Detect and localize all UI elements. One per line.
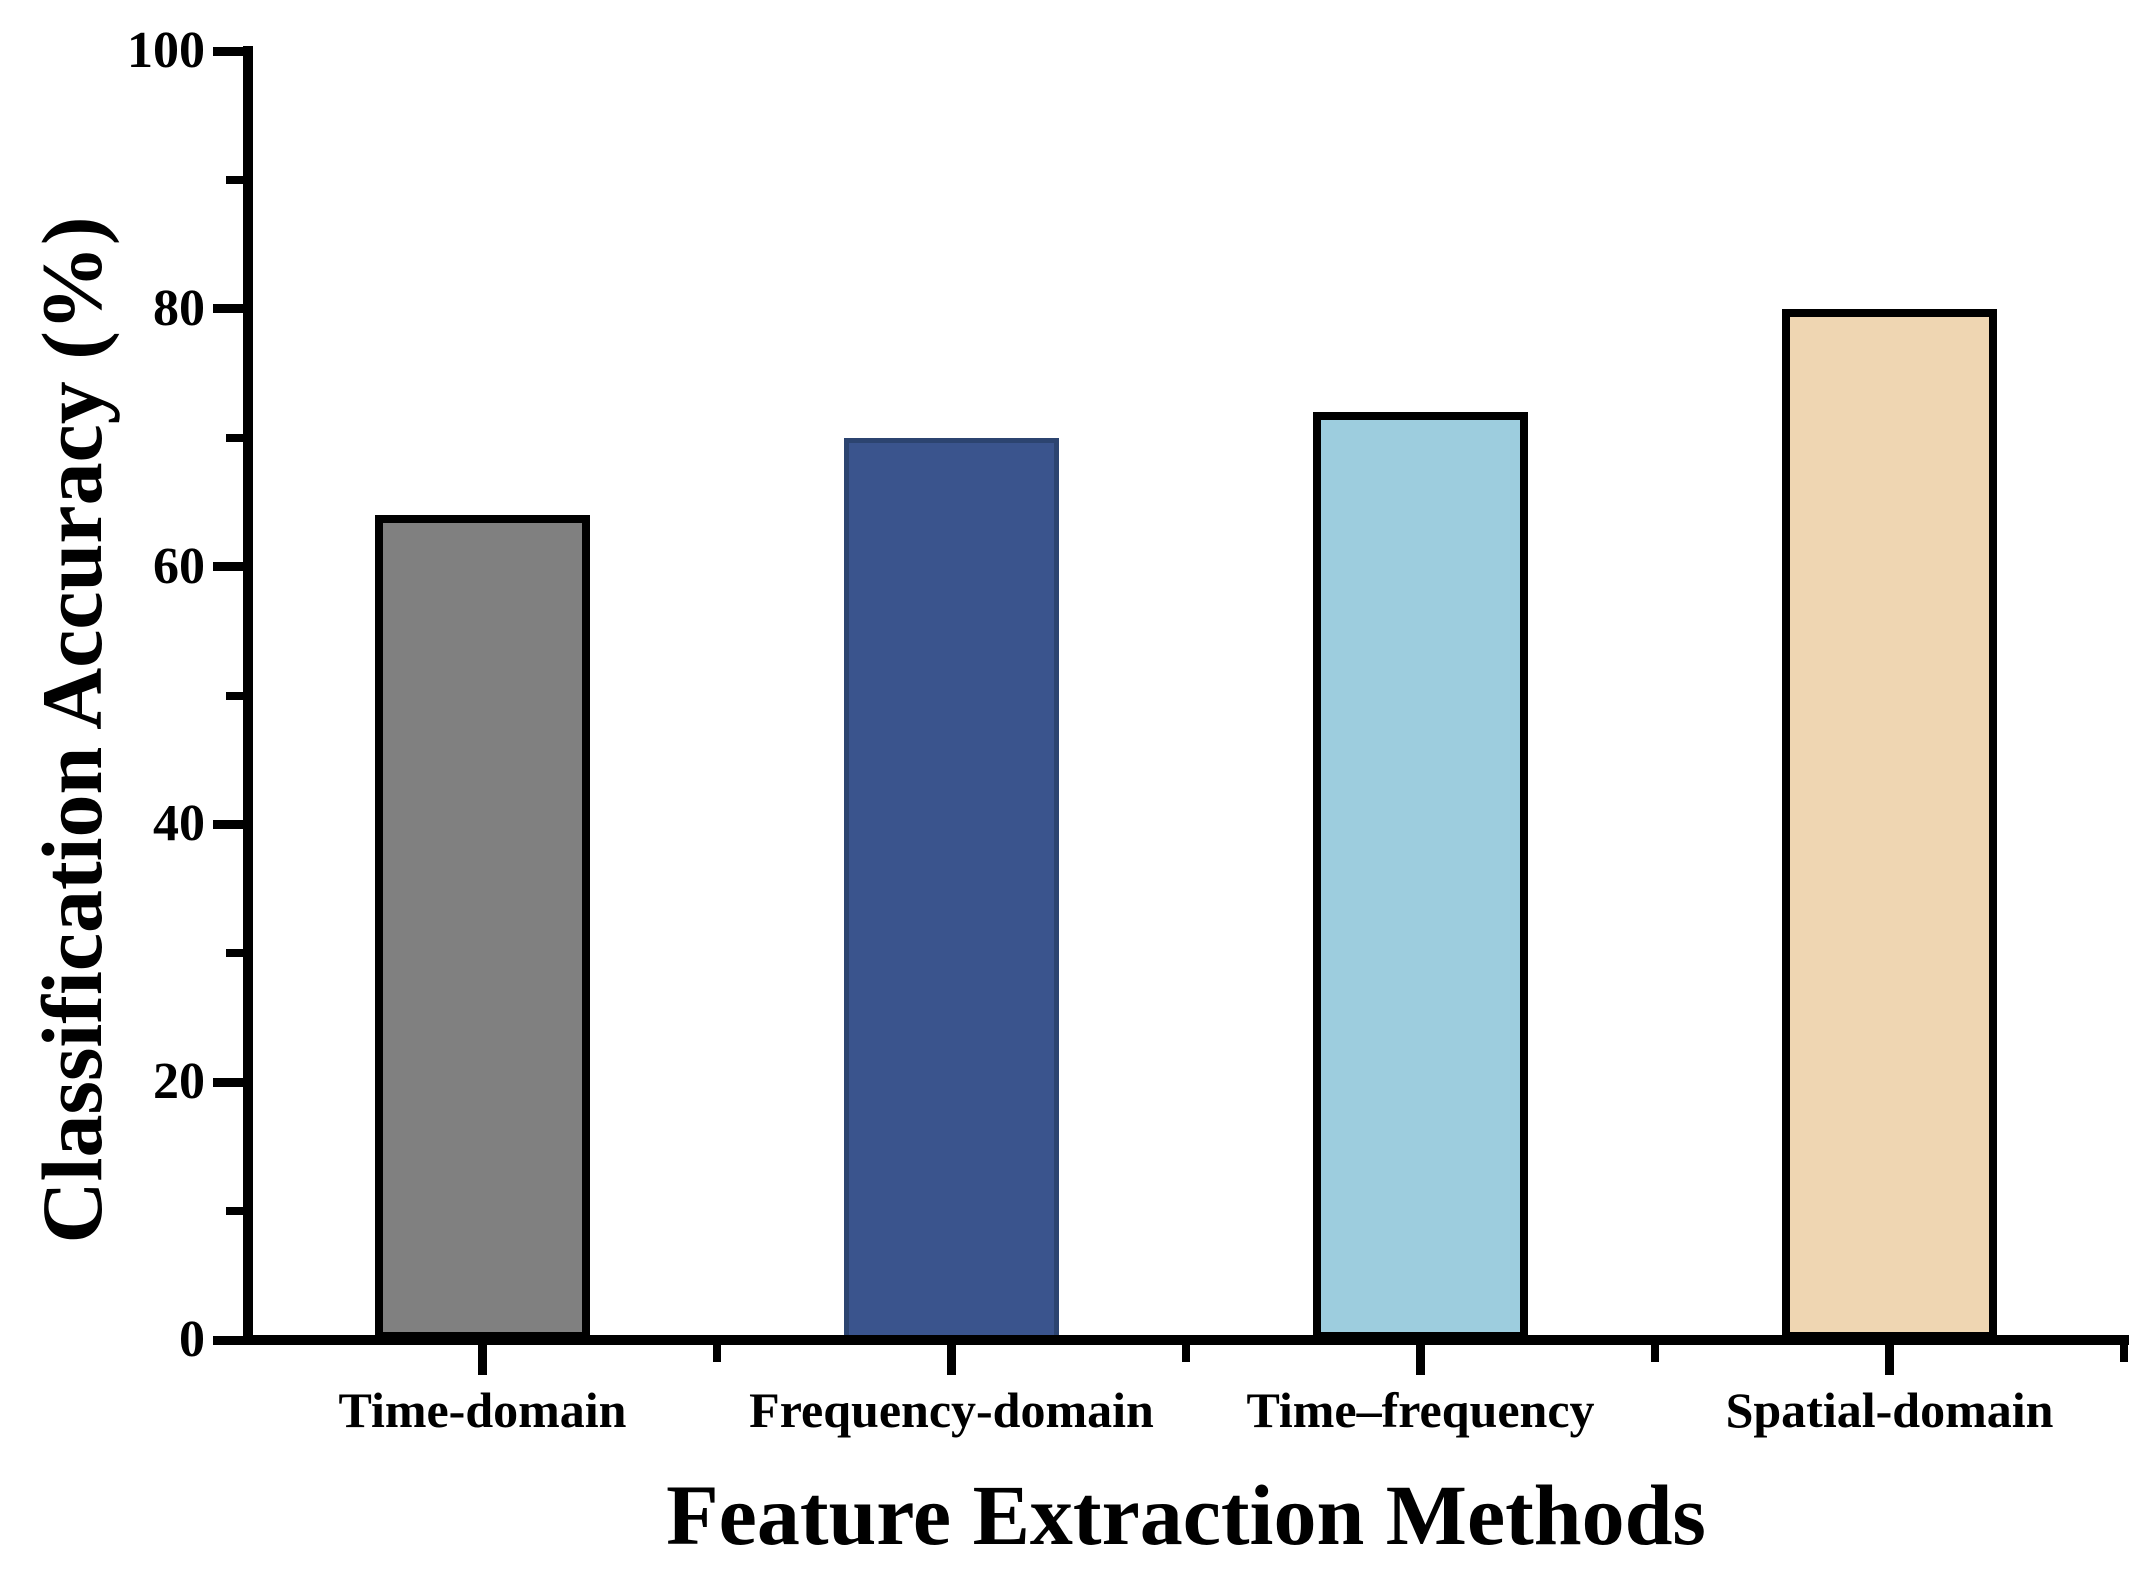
x-minor-tick-2 (1182, 1345, 1190, 1362)
bar-time-domain (375, 515, 590, 1340)
y-major-tick-0 (213, 1335, 243, 1345)
y-tick-label-60: 60 (153, 537, 205, 595)
bar-spatial-domain (1782, 308, 1997, 1340)
bar-frequency-domain (844, 437, 1059, 1340)
y-axis-line (243, 46, 253, 1345)
y-major-tick-100 (213, 46, 243, 56)
y-minor-tick-70 (226, 433, 243, 442)
bar-time-frequency (1313, 411, 1528, 1340)
x-category-label-spatial-domain: Spatial-domain (1725, 1382, 2054, 1438)
x-category-label-frequency-domain: Frequency-domain (749, 1382, 1154, 1438)
y-tick-label-40: 40 (153, 795, 205, 853)
x-minor-tick-4 (2120, 1345, 2128, 1362)
x-minor-tick-1 (713, 1345, 721, 1362)
x-category-label-time-domain: Time-domain (338, 1382, 627, 1438)
x-axis-title: Feature Extraction Methods (666, 1467, 1706, 1563)
x-minor-tick-3 (1651, 1345, 1659, 1362)
x-axis-line (243, 1335, 2129, 1345)
y-minor-tick-10 (226, 1207, 243, 1216)
y-tick-label-0: 0 (179, 1311, 205, 1368)
x-major-tick-time-domain (478, 1345, 487, 1375)
y-tick-label-100: 100 (127, 22, 205, 79)
y-tick-label-20: 20 (153, 1053, 205, 1111)
x-major-tick-time-frequency (1416, 1345, 1425, 1375)
x-major-tick-frequency-domain (947, 1345, 956, 1375)
y-major-tick-40 (213, 819, 243, 829)
y-tick-label-80: 80 (153, 279, 205, 337)
x-category-label-time-frequency: Time–frequency (1246, 1382, 1595, 1438)
y-major-tick-60 (213, 562, 243, 572)
y-major-tick-80 (213, 304, 243, 314)
y-major-tick-20 (213, 1077, 243, 1087)
y-minor-tick-30 (226, 949, 243, 958)
y-minor-tick-90 (226, 175, 243, 184)
y-minor-tick-50 (226, 691, 243, 700)
x-major-tick-spatial-domain (1885, 1345, 1894, 1375)
